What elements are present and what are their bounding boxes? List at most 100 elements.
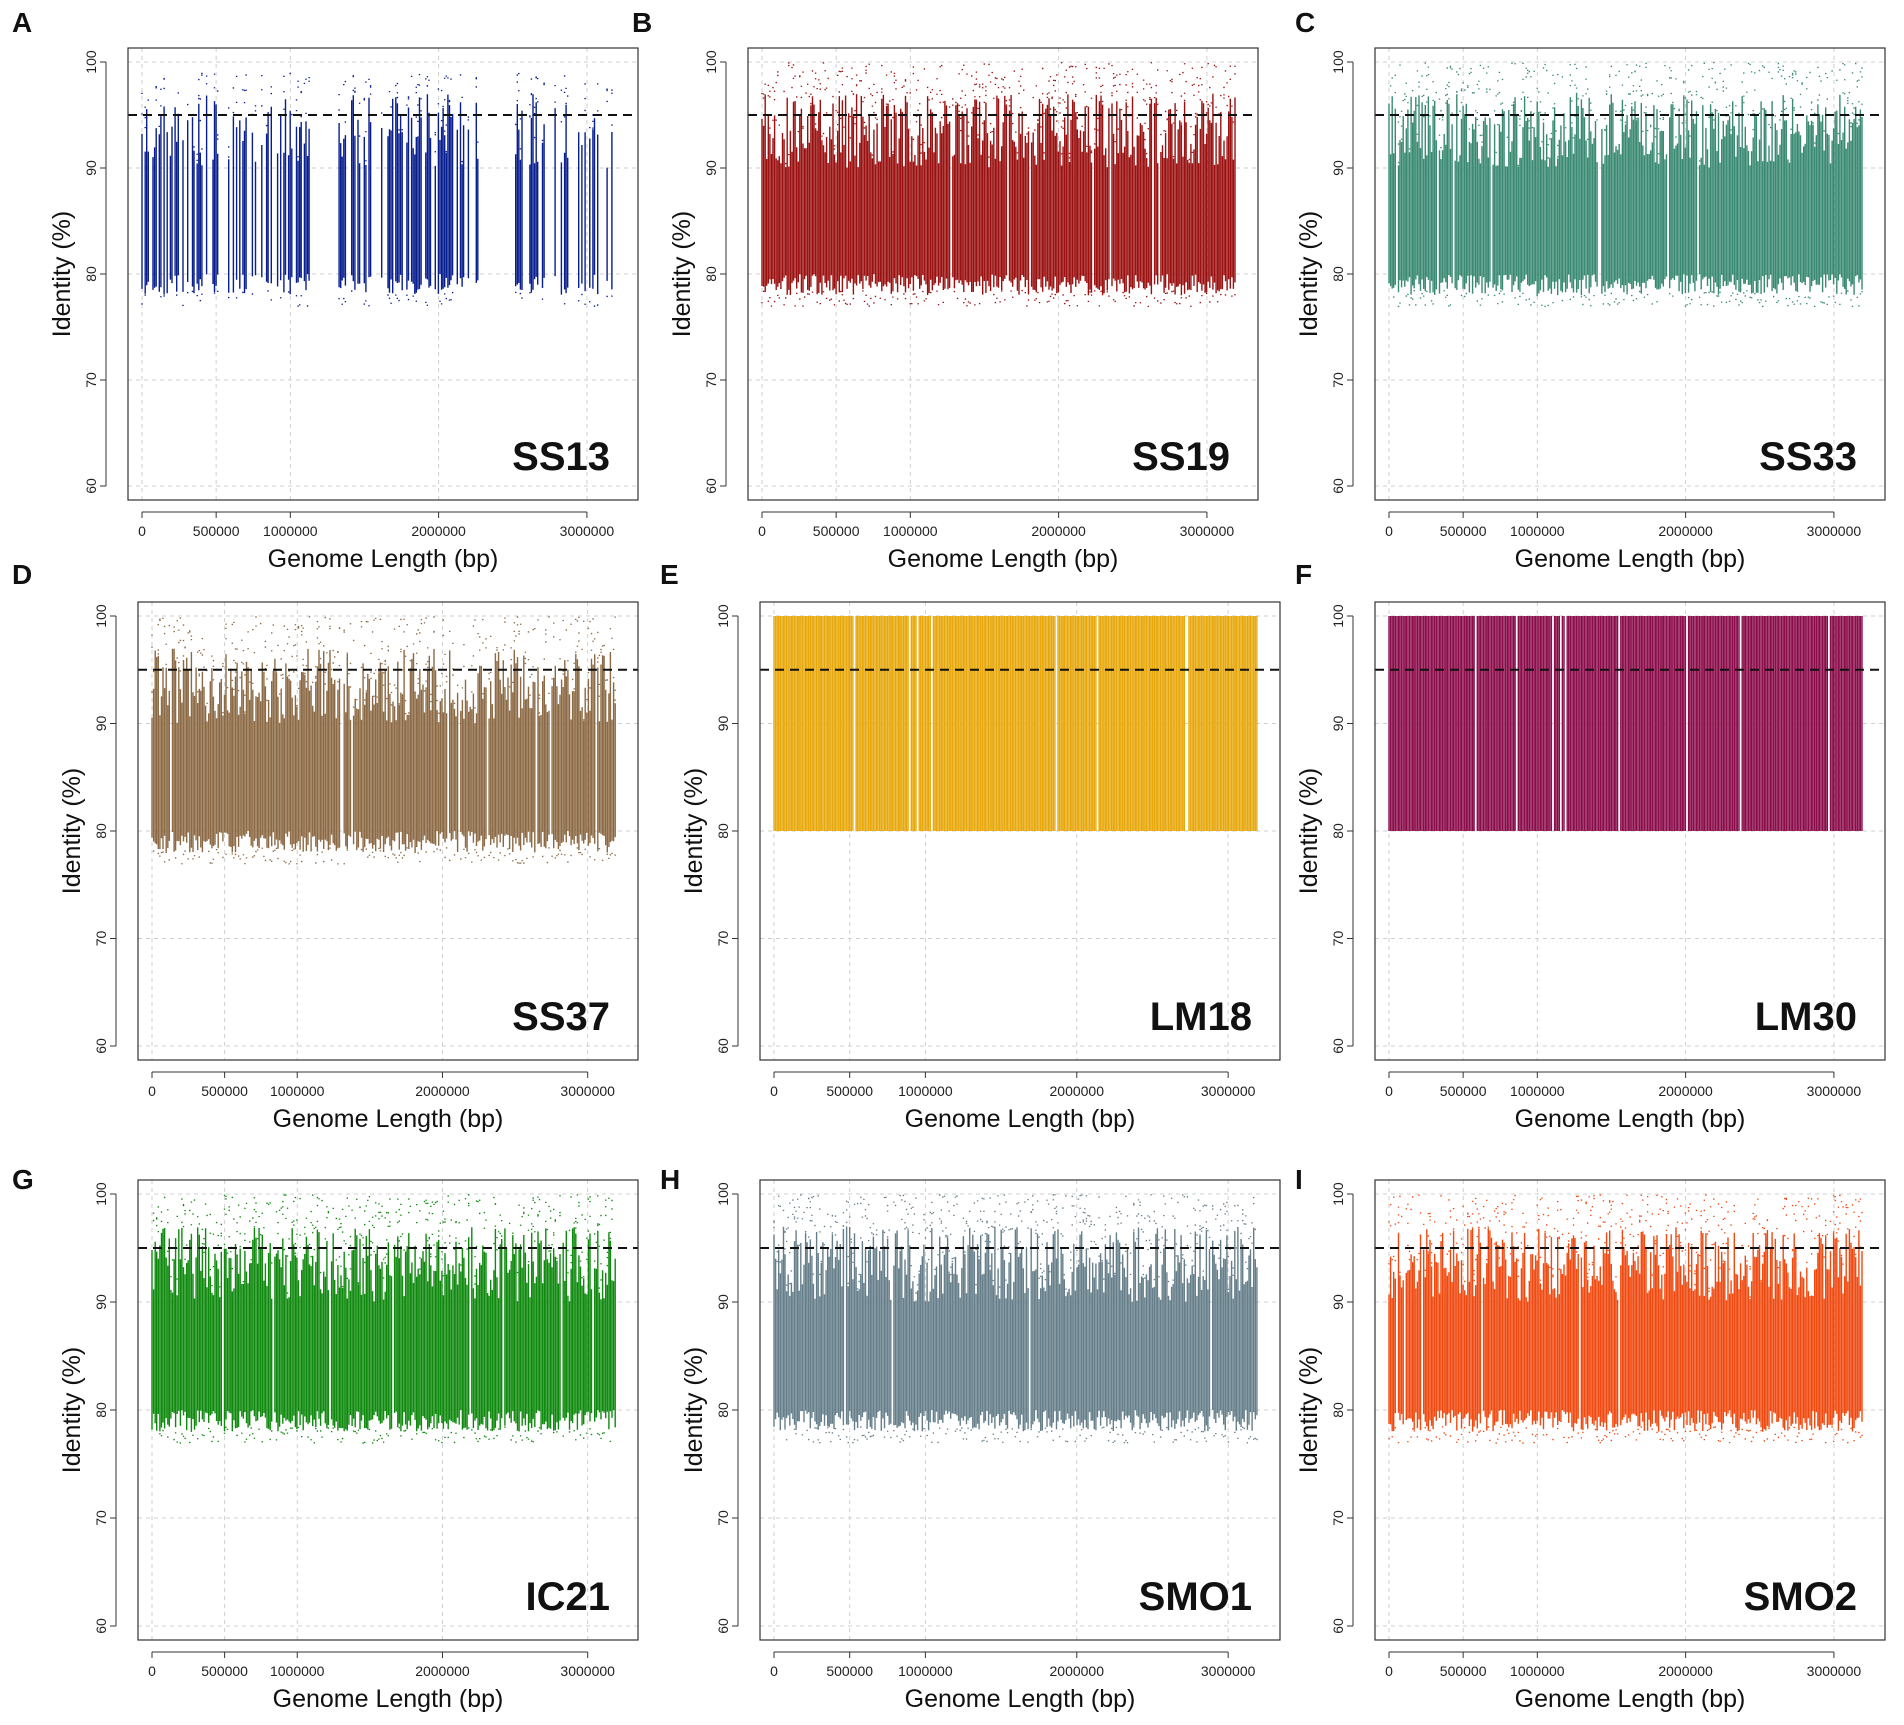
y-tick-label: 60 [715, 1038, 731, 1054]
x-tick-label: 0 [770, 1083, 778, 1099]
scatter-series [1388, 62, 1863, 308]
sample-label: SMO1 [1139, 1575, 1252, 1619]
x-tick-label: 1000000 [1510, 523, 1565, 539]
plot-border [127, 47, 639, 501]
panel-letter: B [632, 7, 652, 38]
sample-label: SS19 [1132, 435, 1230, 479]
x-tick-label: 500000 [1440, 1083, 1487, 1099]
panel-letter: E [660, 559, 679, 590]
x-tick-label: 3000000 [560, 1663, 615, 1679]
y-tick-label: 70 [83, 372, 99, 388]
x-tick-label: 1000000 [1510, 1663, 1565, 1679]
x-tick-label: 2000000 [1050, 1663, 1105, 1679]
scatter-points-ss13 [141, 72, 613, 307]
x-tick-label: 1000000 [270, 1663, 325, 1679]
y-tick-label: 100 [715, 604, 731, 628]
y-tick-label: 100 [93, 604, 109, 628]
y-tick-label: 80 [703, 266, 719, 282]
y-tick-label: 100 [83, 50, 99, 74]
plot-border [137, 601, 639, 1061]
y-tick-label: 60 [93, 1618, 109, 1634]
x-tick-label: 0 [1385, 1663, 1393, 1679]
x-axis-title: Genome Length (bp) [1515, 1105, 1746, 1133]
sample-label: IC21 [526, 1575, 611, 1619]
y-tick-label: 90 [703, 160, 719, 176]
scatter-points-smo1 [773, 1194, 1258, 1444]
panel-letter: A [12, 7, 32, 38]
x-tick-label: 500000 [201, 1663, 248, 1679]
y-tick-label: 90 [93, 716, 109, 732]
x-tick-label: 2000000 [1031, 523, 1086, 539]
x-tick-label: 0 [148, 1663, 156, 1679]
scatter-series [141, 72, 613, 307]
sample-label: LM30 [1755, 995, 1857, 1039]
x-axis-title: Genome Length (bp) [273, 1105, 504, 1133]
plot-border [1374, 601, 1886, 1061]
y-tick-label: 60 [93, 1038, 109, 1054]
x-tick-label: 0 [148, 1083, 156, 1099]
y-tick-label: 100 [715, 1182, 731, 1206]
scatter-series [1388, 1194, 1863, 1444]
sample-label: LM18 [1150, 995, 1252, 1039]
y-tick-label: 70 [1330, 372, 1346, 388]
y-tick-label: 60 [1330, 1038, 1346, 1054]
plot-border [1374, 47, 1886, 501]
y-axis-title: Identity (%) [1295, 768, 1323, 894]
x-tick-label: 1000000 [898, 1083, 953, 1099]
x-tick-label: 500000 [193, 523, 240, 539]
y-tick-label: 90 [1330, 1294, 1346, 1310]
x-tick-label: 500000 [201, 1083, 248, 1099]
x-tick-label: 3000000 [1201, 1083, 1256, 1099]
panel-letter: F [1295, 559, 1312, 590]
x-tick-label: 500000 [1440, 1663, 1487, 1679]
x-axis-title: Genome Length (bp) [273, 1685, 504, 1713]
x-tick-label: 3000000 [1180, 523, 1235, 539]
panel-g: G 60 70 80 90 100 0 500000 1000000 2000000 3000000… [12, 1164, 639, 1713]
y-tick-label: 80 [715, 1402, 731, 1418]
plot-border [1374, 1179, 1886, 1641]
sample-label: SMO2 [1744, 1575, 1857, 1619]
panel-b: B 60 70 80 90 100 0 500000 1000000 2000000 3000000… [632, 7, 1259, 573]
x-tick-label: 500000 [1440, 523, 1487, 539]
x-tick-label: 500000 [826, 1663, 873, 1679]
x-tick-label: 3000000 [560, 523, 615, 539]
y-tick-label: 80 [1330, 266, 1346, 282]
scatter-series [773, 616, 1258, 831]
x-tick-label: 2000000 [411, 523, 466, 539]
panel-letter: H [660, 1164, 680, 1195]
x-axis-title: Genome Length (bp) [905, 1105, 1136, 1133]
x-tick-label: 3000000 [1807, 1083, 1862, 1099]
y-tick-label: 90 [1330, 716, 1346, 732]
x-tick-label: 0 [770, 1663, 778, 1679]
y-tick-label: 60 [1330, 478, 1346, 494]
y-tick-label: 80 [1330, 1402, 1346, 1418]
y-tick-label: 70 [715, 1510, 731, 1526]
y-tick-label: 70 [93, 931, 109, 947]
x-tick-label: 3000000 [1807, 1663, 1862, 1679]
x-tick-label: 3000000 [560, 1083, 615, 1099]
y-axis-title: Identity (%) [668, 211, 696, 337]
plot-border [747, 47, 1259, 501]
x-axis-title: Genome Length (bp) [1515, 545, 1746, 573]
y-axis-title: Identity (%) [58, 768, 86, 894]
panel-d: D 60 70 80 90 100 0 500000 1000000 2000000 3000000… [12, 559, 639, 1133]
y-tick-label: 70 [93, 1510, 109, 1526]
y-tick-label: 60 [715, 1618, 731, 1634]
x-tick-label: 0 [138, 523, 146, 539]
y-tick-label: 100 [703, 50, 719, 74]
y-tick-label: 60 [703, 478, 719, 494]
y-tick-label: 100 [1330, 1182, 1346, 1206]
x-tick-label: 1000000 [263, 523, 318, 539]
panel-h: H 60 70 80 90 100 0 500000 1000000 2000000 3000000… [660, 1164, 1281, 1713]
x-tick-label: 1000000 [883, 523, 938, 539]
x-axis-title: Genome Length (bp) [905, 1685, 1136, 1713]
x-axis-title: Genome Length (bp) [888, 545, 1119, 573]
y-axis-title: Identity (%) [48, 211, 76, 337]
y-tick-label: 100 [1330, 604, 1346, 628]
x-tick-label: 2000000 [415, 1663, 470, 1679]
scatter-series [151, 1194, 616, 1444]
y-tick-label: 60 [1330, 1618, 1346, 1634]
y-axis-title: Identity (%) [680, 768, 708, 894]
x-tick-label: 2000000 [1658, 1083, 1713, 1099]
y-tick-label: 70 [703, 372, 719, 388]
